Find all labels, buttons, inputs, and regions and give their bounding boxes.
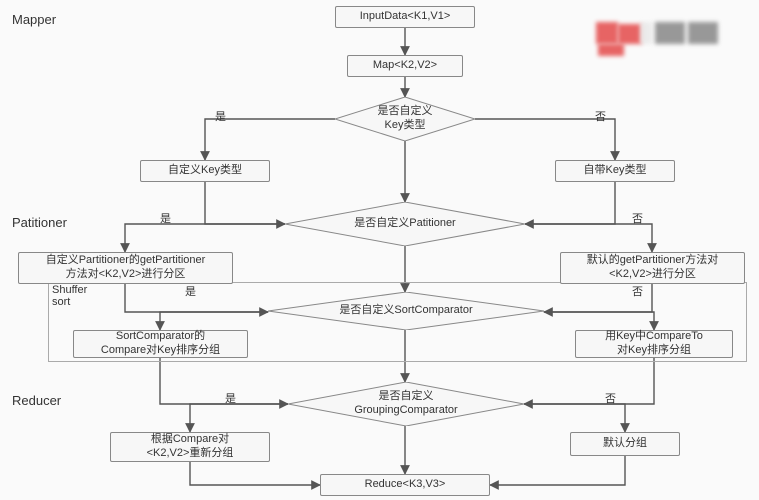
shuffer-sort-region-title: Shuffer sort: [52, 284, 87, 308]
node-d_key: 是否自定义 Key类型: [335, 97, 475, 141]
node-n_key_l: 自定义Key类型: [140, 160, 270, 182]
edge-20: [490, 456, 625, 485]
node-n_input: InputData<K1,V1>: [335, 6, 475, 28]
edge-18: [524, 404, 625, 432]
section-patitioner: Patitioner: [12, 215, 67, 230]
edge-label-17: 是: [225, 390, 236, 406]
node-n_map: Map<K2,V2>: [347, 55, 463, 77]
edge-label-7: 是: [160, 210, 171, 226]
edge-17: [190, 404, 288, 432]
node-n_group_r: 默认分组: [570, 432, 680, 456]
node-n_group_l: 根据Compare对 <K2,V2>重新分组: [110, 432, 270, 462]
edge-label-2: 是: [215, 108, 226, 124]
decor-blob-5: [598, 44, 624, 56]
edge-label-12: 是: [185, 283, 196, 299]
decor-blob-2: [640, 22, 652, 44]
edge-label-3: 否: [595, 108, 606, 124]
edge-label-8: 否: [632, 210, 643, 226]
section-mapper: Mapper: [12, 12, 56, 27]
decor-blob-0: [596, 22, 618, 44]
edge-4: [205, 182, 285, 224]
edge-15: [524, 358, 654, 404]
edge-14: [160, 358, 288, 404]
edge-label-18: 否: [605, 390, 616, 406]
edge-5: [525, 182, 615, 224]
node-d_sort: 是否自定义SortComparator: [268, 292, 544, 330]
decor-blob-4: [688, 22, 718, 44]
node-d_group: 是否自定义 GroupingComparator: [288, 382, 524, 426]
edge-label-13: 否: [632, 283, 643, 299]
edge-2: [205, 119, 335, 160]
decor-blob-3: [655, 22, 685, 44]
node-d_part: 是否自定义Patitioner: [285, 202, 525, 246]
edge-19: [190, 462, 320, 485]
edge-8: [525, 224, 652, 252]
node-n_sort_r: 用Key中CompareTo 对Key排序分组: [575, 330, 733, 358]
node-n_key_r: 自带Key类型: [555, 160, 675, 182]
node-n_sort_l: SortComparator的 Compare对Key排序分组: [73, 330, 248, 358]
section-reducer: Reducer: [12, 393, 61, 408]
decor-blob-1: [618, 24, 642, 44]
node-n_part_r: 默认的getPartitioner方法对 <K2,V2>进行分区: [560, 252, 745, 284]
node-n_part_l: 自定义Partitioner的getPartitioner 方法对<K2,V2>…: [18, 252, 233, 284]
edge-7: [125, 224, 285, 252]
node-n_reduce: Reduce<K3,V3>: [320, 474, 490, 496]
edge-3: [475, 119, 615, 160]
